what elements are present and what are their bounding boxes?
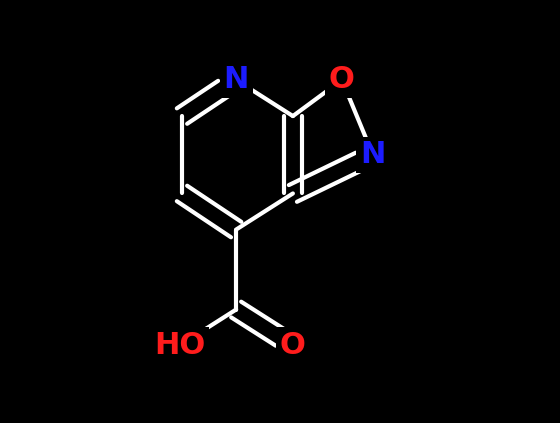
Text: O: O (280, 331, 306, 360)
Text: N: N (223, 66, 249, 94)
Text: HO: HO (154, 331, 205, 360)
Text: O: O (329, 66, 355, 94)
Text: N: N (360, 140, 385, 169)
